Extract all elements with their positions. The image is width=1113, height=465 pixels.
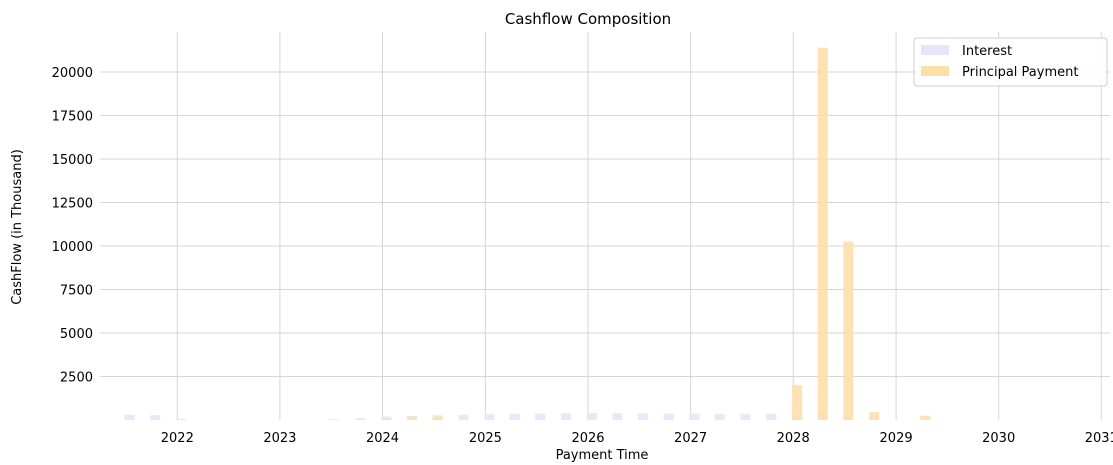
bar-interest <box>355 418 366 420</box>
bar-interest <box>535 413 546 420</box>
legend-frame <box>913 37 1108 87</box>
x-tick-label: 2028 <box>777 431 810 446</box>
y-axis-label: CashFlow (in Thousand) <box>10 149 25 305</box>
legend-label-principal-payment: Principal Payment <box>962 65 1078 80</box>
x-tick-label: 2027 <box>674 431 707 446</box>
y-tick-label: 12500 <box>52 197 93 212</box>
bar-interest <box>458 414 469 420</box>
bar-principal-payment <box>843 241 854 420</box>
ticks-layer: 2500 5000 7500 10000 12500 15000 17500 20000 202… <box>52 66 1113 446</box>
bar-interest <box>484 414 495 420</box>
bar-interest <box>740 413 751 420</box>
bar-interest <box>561 413 572 420</box>
bar-interest <box>176 418 187 420</box>
y-tick-label: 2500 <box>60 371 93 386</box>
bar-principal-payment <box>407 416 418 420</box>
x-tick-label: 2024 <box>366 431 399 446</box>
legend-swatch-interest <box>921 45 949 55</box>
grid-layer <box>100 32 1110 420</box>
y-tick-label: 7500 <box>60 284 93 299</box>
bar-interest <box>150 415 161 420</box>
bar-principal-payment <box>869 412 880 420</box>
bars-layer <box>124 47 931 421</box>
bar-principal-payment <box>355 419 366 420</box>
x-tick-label: 2023 <box>263 431 296 446</box>
bar-principal-payment <box>817 47 828 421</box>
bar-principal-payment <box>920 415 931 420</box>
x-tick-label: 2022 <box>161 431 194 446</box>
bar-interest <box>766 413 777 420</box>
x-tick-label: 2025 <box>469 431 502 446</box>
bar-interest <box>586 413 597 420</box>
y-tick-label: 5000 <box>60 327 93 342</box>
x-axis-label: Payment Time <box>556 448 649 463</box>
y-tick-label: 15000 <box>52 153 93 168</box>
bar-interest <box>663 413 674 420</box>
legend-swatch-principal-payment <box>921 66 949 76</box>
legend-label-interest: Interest <box>962 44 1012 59</box>
x-tick-label: 2029 <box>880 431 913 446</box>
bar-interest <box>714 413 725 420</box>
bar-principal-payment <box>381 418 392 420</box>
bar-principal-payment <box>792 385 803 420</box>
y-tick-label: 10000 <box>52 240 93 255</box>
x-tick-label: 2030 <box>982 431 1015 446</box>
bar-interest <box>381 416 392 420</box>
bar-interest <box>689 413 700 420</box>
bar-principal-payment <box>432 416 443 420</box>
legend: Interest Principal Payment <box>913 37 1108 87</box>
bar-interest <box>509 413 520 420</box>
bar-interest <box>637 413 648 420</box>
x-tick-label: 2031 <box>1085 431 1113 446</box>
bar-interest <box>612 413 623 420</box>
y-tick-label: 20000 <box>52 66 93 81</box>
chart-title: Cashflow Composition <box>505 10 671 28</box>
x-tick-label: 2026 <box>571 431 604 446</box>
y-tick-label: 17500 <box>52 110 93 125</box>
bar-interest <box>124 414 135 420</box>
